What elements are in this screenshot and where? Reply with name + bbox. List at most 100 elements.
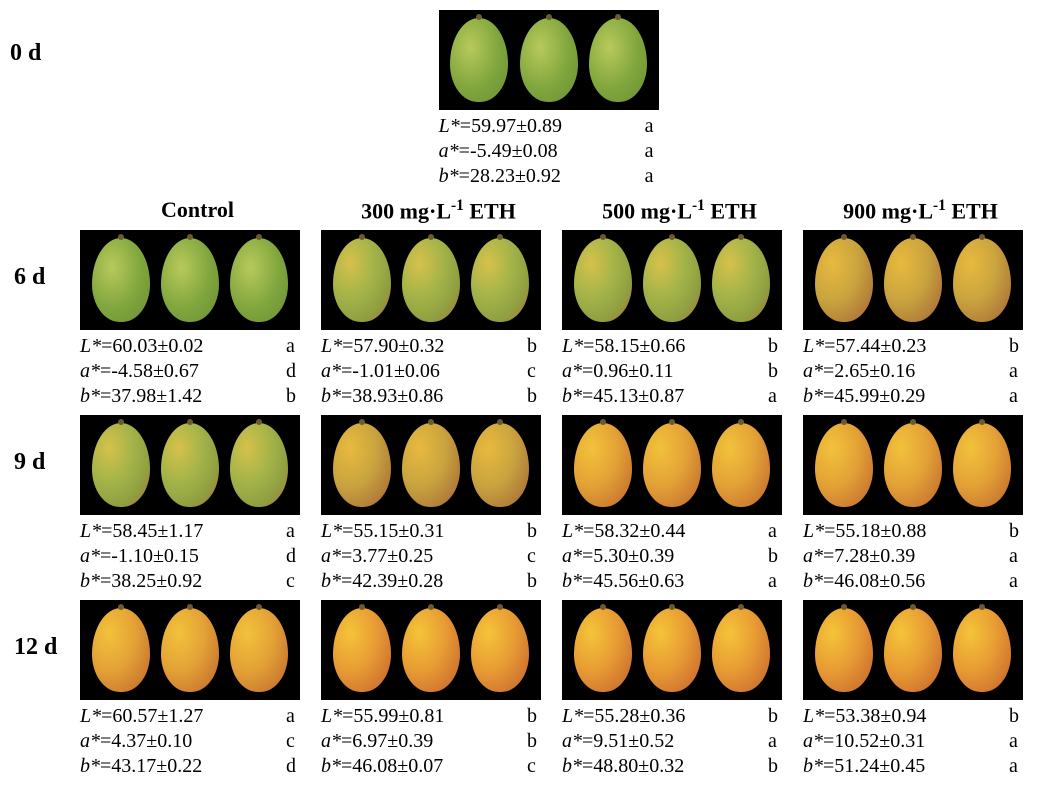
a-value: =-1.10±0.15 bbox=[100, 545, 199, 567]
mango-photo bbox=[803, 415, 1023, 515]
mango-photo bbox=[80, 230, 300, 330]
mango-icon bbox=[333, 608, 391, 692]
a-sig: c bbox=[521, 359, 541, 384]
mango-icon bbox=[230, 423, 288, 507]
day0-values: L*=59.97±0.89a a*=-5.49±0.08a b*=28.23±0… bbox=[439, 114, 659, 189]
day0-b-value: =28.23±0.92 bbox=[459, 165, 561, 187]
L-sig: b bbox=[521, 334, 541, 359]
cell-d6-control: L*=60.03±0.02aa*=-4.58±0.67db*=37.98±1.4… bbox=[80, 230, 315, 409]
L-value: =55.28±0.36 bbox=[583, 705, 685, 727]
cell-d9-eth900: L*=55.18±0.88ba*=7.28±0.39ab*=46.08±0.56… bbox=[803, 415, 1038, 594]
cell-d12-eth900: L*=53.38±0.94ba*=10.52±0.31ab*=51.24±0.4… bbox=[803, 600, 1038, 779]
L-sig: b bbox=[521, 704, 541, 729]
mango-icon bbox=[402, 608, 460, 692]
mango-icon bbox=[92, 238, 150, 322]
mango-photo bbox=[321, 230, 541, 330]
values-d6-eth300: L*=57.90±0.32ba*=-1.01±0.06cb*=38.93±0.8… bbox=[321, 334, 541, 409]
day0-panel: L*=59.97±0.89a a*=-5.49±0.08a b*=28.23±0… bbox=[439, 10, 659, 189]
mango-icon bbox=[712, 423, 770, 507]
b-sig: c bbox=[280, 569, 300, 594]
b-value: =45.56±0.63 bbox=[582, 570, 684, 592]
L-sig: b bbox=[762, 334, 782, 359]
a-sig: d bbox=[280, 359, 300, 384]
a-value: =-4.58±0.67 bbox=[100, 360, 199, 382]
cell-d6-eth300: L*=57.90±0.32ba*=-1.01±0.06cb*=38.93±0.8… bbox=[321, 230, 556, 409]
day0-L-sig: a bbox=[639, 114, 659, 139]
mango-photo bbox=[321, 415, 541, 515]
mango-photo bbox=[562, 415, 782, 515]
a-value: =4.37±0.10 bbox=[100, 730, 192, 752]
treatment-grid: Control 300 mg·L-1 ETH 500 mg·L-1 ETH 90… bbox=[10, 197, 1042, 785]
mango-icon bbox=[953, 608, 1011, 692]
a-sig: a bbox=[1003, 359, 1023, 384]
mango-icon bbox=[884, 238, 942, 322]
a-sig: c bbox=[521, 544, 541, 569]
a-sig: b bbox=[762, 544, 782, 569]
mango-icon bbox=[574, 608, 632, 692]
a-sig: d bbox=[280, 544, 300, 569]
L-value: =55.15±0.31 bbox=[342, 520, 444, 542]
mango-icon bbox=[230, 238, 288, 322]
L-sig: a bbox=[280, 519, 300, 544]
mango-icon bbox=[815, 423, 873, 507]
mango-photo bbox=[80, 600, 300, 700]
L-value: =58.15±0.66 bbox=[583, 335, 685, 357]
mango-icon bbox=[471, 608, 529, 692]
mango-icon bbox=[589, 18, 647, 102]
cell-d6-eth500: L*=58.15±0.66ba*=0.96±0.11bb*=45.13±0.87… bbox=[562, 230, 797, 409]
L-value: =58.45±1.17 bbox=[101, 520, 203, 542]
b-value: =42.39±0.28 bbox=[341, 570, 443, 592]
values-d9-eth500: L*=58.32±0.44aa*=5.30±0.39bb*=45.56±0.63… bbox=[562, 519, 782, 594]
a-value: =2.65±0.16 bbox=[823, 360, 915, 382]
day0-photo bbox=[439, 10, 659, 110]
mango-icon bbox=[643, 238, 701, 322]
values-d12-control: L*=60.57±1.27aa*=4.37±0.10cb*=43.17±0.22… bbox=[80, 704, 300, 779]
mango-icon bbox=[953, 238, 1011, 322]
L-value: =57.90±0.32 bbox=[342, 335, 444, 357]
cell-d12-eth500: L*=55.28±0.36ba*=9.51±0.52ab*=48.80±0.32… bbox=[562, 600, 797, 779]
mango-photo bbox=[803, 230, 1023, 330]
col-header-eth500: 500 mg·L-1 ETH bbox=[562, 197, 797, 230]
mango-icon bbox=[333, 423, 391, 507]
cell-d9-eth300: L*=55.15±0.31ba*=3.77±0.25cb*=42.39±0.28… bbox=[321, 415, 556, 594]
a-value: =0.96±0.11 bbox=[582, 360, 674, 382]
b-sig: a bbox=[1003, 754, 1023, 779]
mango-icon bbox=[520, 18, 578, 102]
day0-a-value: =-5.49±0.08 bbox=[459, 140, 558, 162]
b-value: =46.08±0.56 bbox=[823, 570, 925, 592]
values-d6-control: L*=60.03±0.02aa*=-4.58±0.67db*=37.98±1.4… bbox=[80, 334, 300, 409]
day0-a-sig: a bbox=[639, 139, 659, 164]
values-d12-eth900: L*=53.38±0.94ba*=10.52±0.31ab*=51.24±0.4… bbox=[803, 704, 1023, 779]
a-value: =10.52±0.31 bbox=[823, 730, 925, 752]
b-value: =38.25±0.92 bbox=[100, 570, 202, 592]
a-value: =-1.01±0.06 bbox=[341, 360, 440, 382]
L-sig: b bbox=[521, 519, 541, 544]
row-label-d12: 12 d bbox=[14, 600, 74, 785]
cell-d6-eth900: L*=57.44±0.23ba*=2.65±0.16ab*=45.99±0.29… bbox=[803, 230, 1038, 409]
L-value: =60.57±1.27 bbox=[101, 705, 203, 727]
mango-icon bbox=[161, 238, 219, 322]
mango-photo bbox=[80, 415, 300, 515]
mango-icon bbox=[161, 423, 219, 507]
values-d9-control: L*=58.45±1.17aa*=-1.10±0.15db*=38.25±0.9… bbox=[80, 519, 300, 594]
values-d9-eth900: L*=55.18±0.88ba*=7.28±0.39ab*=46.08±0.56… bbox=[803, 519, 1023, 594]
col-header-eth300: 300 mg·L-1 ETH bbox=[321, 197, 556, 230]
mango-photo bbox=[803, 600, 1023, 700]
values-d9-eth300: L*=55.15±0.31ba*=3.77±0.25cb*=42.39±0.28… bbox=[321, 519, 541, 594]
b-sig: b bbox=[762, 754, 782, 779]
mango-photo bbox=[562, 600, 782, 700]
values-d12-eth300: L*=55.99±0.81ba*=6.97±0.39bb*=46.08±0.07… bbox=[321, 704, 541, 779]
col-header-eth900: 900 mg·L-1 ETH bbox=[803, 197, 1038, 230]
row-label-d6: 6 d bbox=[14, 230, 74, 415]
a-value: =3.77±0.25 bbox=[341, 545, 433, 567]
a-value: =5.30±0.39 bbox=[582, 545, 674, 567]
cell-d12-eth300: L*=55.99±0.81ba*=6.97±0.39bb*=46.08±0.07… bbox=[321, 600, 556, 779]
mango-icon bbox=[471, 423, 529, 507]
L-value: =53.38±0.94 bbox=[824, 705, 926, 727]
values-d6-eth900: L*=57.44±0.23ba*=2.65±0.16ab*=45.99±0.29… bbox=[803, 334, 1023, 409]
a-sig: b bbox=[521, 729, 541, 754]
L-sig: b bbox=[1003, 334, 1023, 359]
b-sig: b bbox=[280, 384, 300, 409]
L-sig: b bbox=[762, 704, 782, 729]
day0-b-sig: a bbox=[639, 164, 659, 189]
